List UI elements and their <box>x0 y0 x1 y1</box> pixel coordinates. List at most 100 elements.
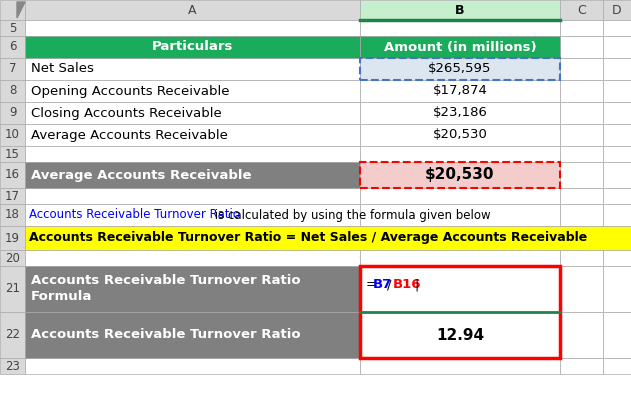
Bar <box>0 80 25 102</box>
Bar <box>360 188 560 204</box>
Text: 7: 7 <box>9 62 16 76</box>
Bar <box>360 36 560 58</box>
Bar <box>603 102 631 124</box>
Bar <box>603 36 631 58</box>
Bar <box>360 124 560 146</box>
Text: B: B <box>455 4 465 16</box>
Bar <box>25 204 360 226</box>
Text: Net Sales: Net Sales <box>31 62 94 76</box>
Bar <box>560 102 603 124</box>
Bar <box>560 188 603 204</box>
Bar <box>360 312 560 358</box>
Bar <box>560 226 603 250</box>
Text: $17,874: $17,874 <box>433 84 487 98</box>
Bar <box>360 162 560 188</box>
Bar <box>25 188 360 204</box>
Bar <box>0 102 25 124</box>
Bar <box>603 250 631 266</box>
Bar <box>360 36 560 58</box>
Bar <box>603 358 631 374</box>
Text: 16: 16 <box>5 168 20 181</box>
Bar <box>560 358 603 374</box>
Bar <box>25 20 360 36</box>
Bar <box>603 162 631 188</box>
Text: $20,530: $20,530 <box>433 129 487 142</box>
Text: Average Accounts Receivable: Average Accounts Receivable <box>31 168 252 181</box>
Text: B7: B7 <box>373 279 392 291</box>
Text: Opening Accounts Receivable: Opening Accounts Receivable <box>31 84 230 98</box>
Text: Particulars: Particulars <box>152 41 233 53</box>
Text: |: | <box>414 279 418 291</box>
Text: B16: B16 <box>393 279 422 291</box>
Bar <box>25 124 360 146</box>
Bar <box>560 250 603 266</box>
Bar <box>360 226 560 250</box>
Bar <box>560 162 603 188</box>
Bar <box>25 250 360 266</box>
Bar <box>25 146 360 162</box>
Bar <box>0 162 25 188</box>
Bar <box>560 312 603 358</box>
Bar <box>25 162 360 188</box>
Text: $265,595: $265,595 <box>428 62 492 76</box>
Text: Accounts Receivable Turnover Ratio = Net Sales / Average Accounts Receivable: Accounts Receivable Turnover Ratio = Net… <box>29 232 587 244</box>
Bar <box>360 266 560 358</box>
Bar <box>25 226 631 250</box>
Bar <box>603 312 631 358</box>
Text: 21: 21 <box>5 283 20 295</box>
Bar <box>360 250 560 266</box>
Bar <box>0 312 25 358</box>
Bar <box>603 188 631 204</box>
Bar <box>25 162 360 188</box>
Text: 22: 22 <box>5 328 20 341</box>
Bar <box>603 124 631 146</box>
Text: is calculated by using the formula given below: is calculated by using the formula given… <box>211 209 491 222</box>
Bar <box>360 312 560 358</box>
Text: 9: 9 <box>9 107 16 119</box>
Bar <box>0 266 25 312</box>
Text: C: C <box>577 4 586 16</box>
Bar <box>0 124 25 146</box>
Bar <box>0 358 25 374</box>
Bar <box>25 102 360 124</box>
Bar <box>603 266 631 312</box>
Text: 23: 23 <box>5 359 20 373</box>
Bar <box>360 358 560 374</box>
Bar <box>360 266 560 312</box>
Text: Formula: Formula <box>31 291 92 304</box>
Bar <box>360 58 560 80</box>
Bar <box>0 250 25 266</box>
Bar <box>360 102 560 124</box>
Text: 12.94: 12.94 <box>436 328 484 343</box>
Text: Accounts Receivable Turnover Ratio: Accounts Receivable Turnover Ratio <box>31 328 300 341</box>
Bar <box>603 146 631 162</box>
Bar <box>25 266 360 312</box>
Text: $20,530: $20,530 <box>425 168 495 183</box>
Bar <box>0 58 25 80</box>
Bar <box>603 58 631 80</box>
Bar <box>25 36 360 58</box>
Bar <box>560 124 603 146</box>
Bar <box>560 20 603 36</box>
Bar <box>0 146 25 162</box>
Bar <box>603 204 631 226</box>
Bar <box>0 226 25 250</box>
Bar <box>360 0 560 20</box>
Bar <box>0 188 25 204</box>
Bar <box>0 20 25 36</box>
Bar <box>603 20 631 36</box>
Text: 6: 6 <box>9 41 16 53</box>
Text: $23,186: $23,186 <box>433 107 487 119</box>
Bar <box>360 162 560 188</box>
Bar <box>25 80 360 102</box>
Bar <box>560 266 603 312</box>
Bar <box>603 0 631 20</box>
Text: Average Accounts Receivable: Average Accounts Receivable <box>31 129 228 142</box>
Polygon shape <box>17 2 25 18</box>
Bar <box>603 80 631 102</box>
Text: 8: 8 <box>9 84 16 98</box>
Bar <box>360 162 560 188</box>
Text: 15: 15 <box>5 148 20 160</box>
Text: Amount (in millions): Amount (in millions) <box>384 41 536 53</box>
Bar <box>25 58 360 80</box>
